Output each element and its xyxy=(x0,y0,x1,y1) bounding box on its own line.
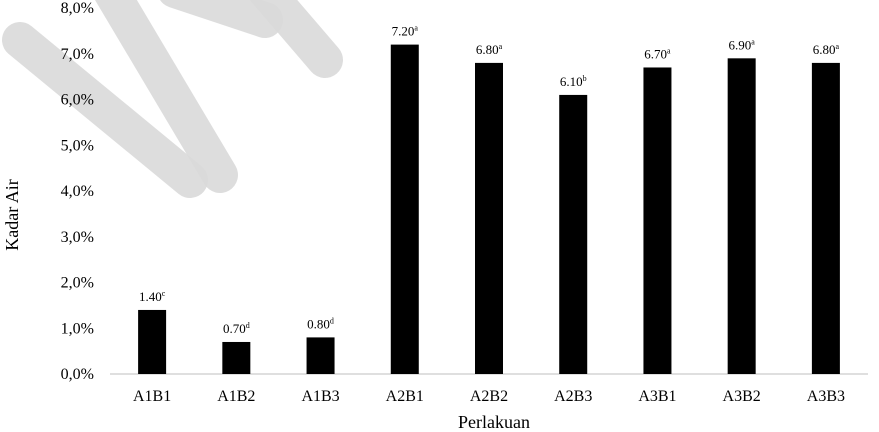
y-axis: 0,0% 1,0% 2,0% 3,0% 4,0% 5,0% 6,0% 7,0% 8,0% xyxy=(61,0,94,383)
x-axis-title: Perlakuan xyxy=(458,412,530,432)
watermark-stroke xyxy=(2,22,208,198)
y-tick-label: 5,0% xyxy=(61,137,94,154)
x-tick-label: A1B1 xyxy=(133,388,171,405)
x-tick-label: A3B1 xyxy=(638,388,676,405)
y-tick-label: 1,0% xyxy=(61,320,94,337)
bar xyxy=(559,94,588,375)
x-tick-label: A3B2 xyxy=(723,388,761,405)
x-tick-label: A2B2 xyxy=(470,388,508,405)
data-label: 6.90a xyxy=(729,37,756,52)
x-tick-label: A2B1 xyxy=(386,388,424,405)
bar xyxy=(475,62,503,375)
data-label: 6.70a xyxy=(644,46,671,61)
x-tick-label: A1B3 xyxy=(301,388,339,405)
watermark-stroke xyxy=(95,0,238,193)
data-label: 0.70d xyxy=(223,321,250,336)
y-tick-label: 2,0% xyxy=(61,275,94,292)
data-label: 7.20a xyxy=(392,24,419,39)
y-tick-label: 6,0% xyxy=(61,92,94,109)
data-label: 6.10b xyxy=(560,74,587,89)
x-tick-label: A3B3 xyxy=(807,388,845,405)
watermark-stroke xyxy=(250,0,343,78)
bar xyxy=(811,62,840,375)
x-axis: A1B1 A1B2 A1B3 A2B1 A2B2 A2B3 A3B1 A3B2 A3B3 xyxy=(110,373,868,405)
bar xyxy=(727,58,756,374)
y-tick-label: 0,0% xyxy=(61,366,94,383)
y-axis-title: Kadar Air xyxy=(2,179,22,250)
bar xyxy=(306,337,335,374)
watermark xyxy=(2,0,343,198)
bar xyxy=(390,44,419,374)
data-label: 0.80d xyxy=(307,316,334,331)
y-tick-label: 3,0% xyxy=(61,229,94,246)
x-tick-label: A2B3 xyxy=(554,388,592,405)
y-tick-label: 7,0% xyxy=(61,46,94,63)
data-label: 1.40c xyxy=(139,289,166,304)
x-tick-label: A1B2 xyxy=(217,388,255,405)
bar xyxy=(643,67,672,374)
data-labels: 1.40c 0.70d 0.80d 7.20a 6.80a 6.10b 6.70a 6.90a… xyxy=(139,24,840,336)
y-tick-label: 4,0% xyxy=(61,183,94,200)
data-label: 6.80a xyxy=(476,42,503,57)
watermark-stroke xyxy=(160,0,283,38)
y-tick-label: 8,0% xyxy=(61,0,94,17)
bars xyxy=(138,44,840,375)
bar xyxy=(138,309,167,374)
bar xyxy=(222,341,251,374)
data-label: 6.80a xyxy=(813,42,840,57)
